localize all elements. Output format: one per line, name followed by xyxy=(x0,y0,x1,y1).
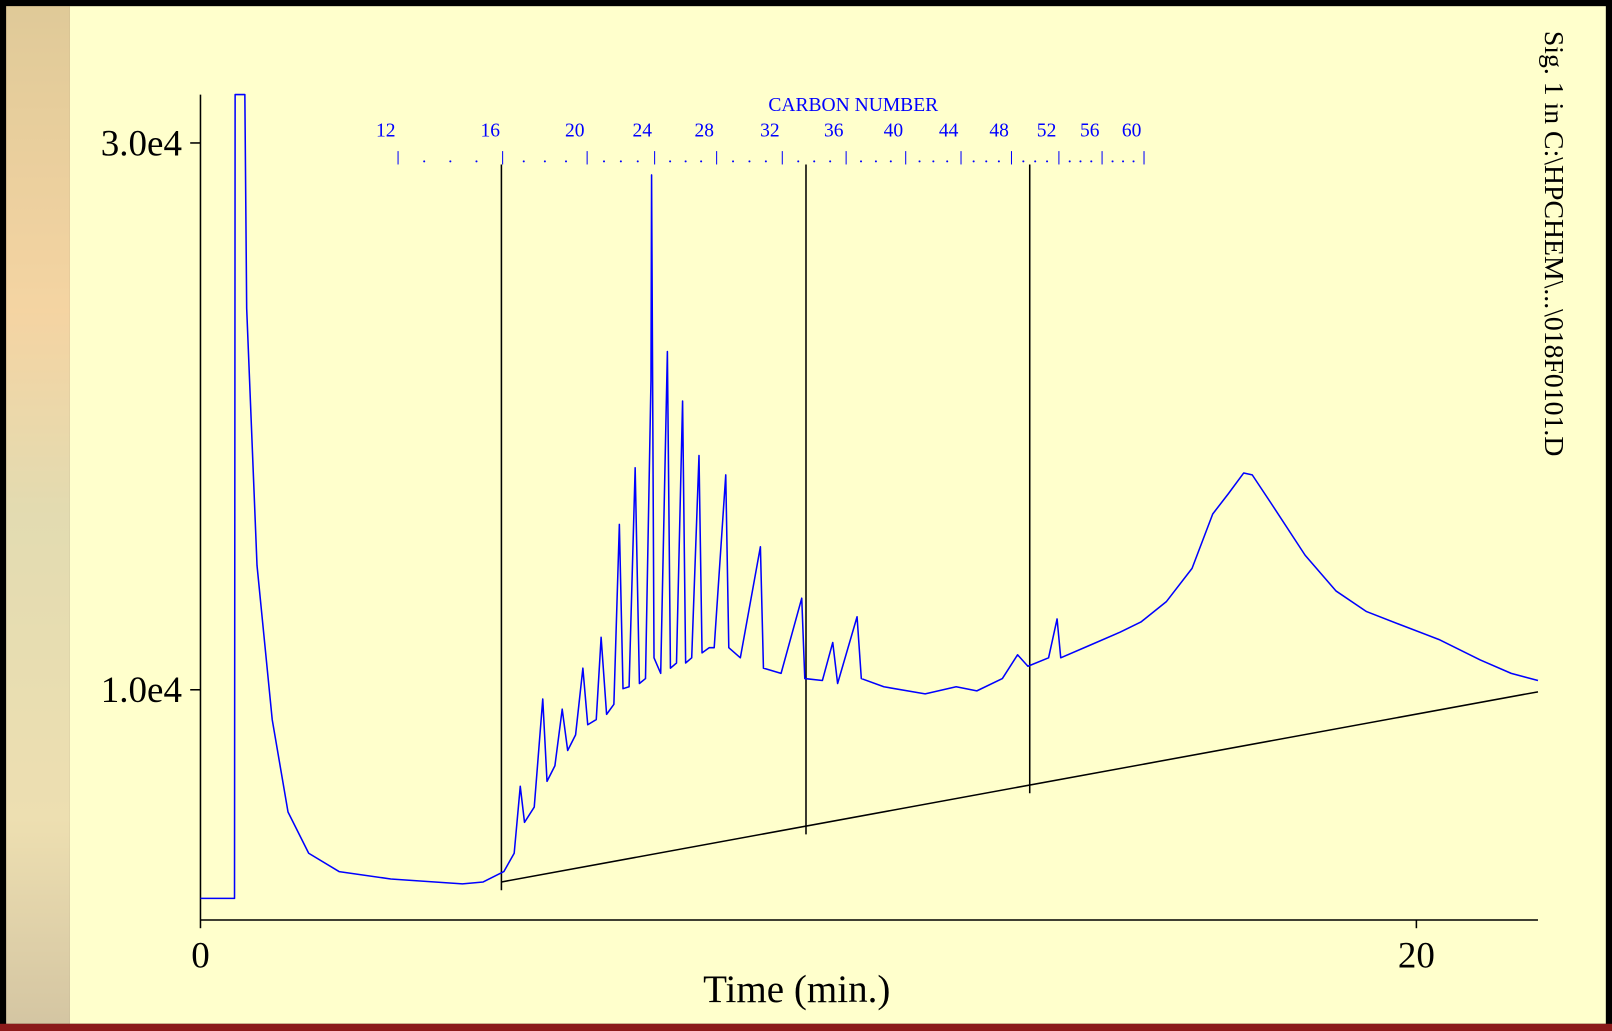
carbon-minor-dot xyxy=(813,160,816,163)
carbon-scale-title: CARBON NUMBER xyxy=(768,95,938,116)
carbon-minor-dot xyxy=(748,160,751,163)
carbon-minor-dot xyxy=(874,160,877,163)
x-axis-title: Time (min.) xyxy=(703,968,890,1011)
carbon-minor-dot xyxy=(669,160,672,163)
bottom-border xyxy=(0,1023,1612,1031)
carbon-minor-dot xyxy=(972,160,975,163)
carbon-minor-dot xyxy=(829,160,832,163)
plot-background xyxy=(69,6,1606,1024)
carbon-tick-label: 56 xyxy=(1080,121,1100,142)
carbon-minor-dot xyxy=(684,160,687,163)
carbon-minor-dot xyxy=(564,160,568,163)
carbon-minor-dot xyxy=(1046,160,1049,163)
carbon-minor-dot xyxy=(1068,160,1071,163)
carbon-tick-label: 52 xyxy=(1037,121,1057,142)
carbon-minor-dot xyxy=(1132,160,1135,163)
carbon-tick-label: 28 xyxy=(695,121,715,142)
carbon-tick-label: 48 xyxy=(989,121,1009,142)
carbon-minor-dot xyxy=(946,160,949,163)
carbon-minor-dot xyxy=(1090,160,1093,163)
carbon-minor-dot xyxy=(636,160,639,163)
y-tick-label: 1.0e4 xyxy=(101,670,182,711)
y-tick-label: 3.0e4 xyxy=(101,123,182,164)
carbon-tick-label: 40 xyxy=(884,121,904,142)
carbon-minor-dot xyxy=(764,160,767,163)
carbon-minor-dot xyxy=(1122,160,1125,163)
carbon-minor-dot xyxy=(449,160,452,163)
carbon-tick-label: 36 xyxy=(824,121,844,142)
carbon-minor-dot xyxy=(522,160,525,163)
carbon-minor-dot xyxy=(1111,160,1114,163)
carbon-tick-label: 16 xyxy=(481,121,501,142)
carbon-minor-dot xyxy=(1079,160,1082,163)
carbon-minor-dot xyxy=(859,160,863,163)
carbon-minor-dot xyxy=(1034,160,1037,163)
x-tick-label: 20 xyxy=(1398,935,1435,976)
carbon-minor-dot xyxy=(619,160,622,163)
carbon-minor-dot xyxy=(543,160,546,163)
carbon-tick-label: 44 xyxy=(939,121,959,142)
carbon-tick-label: 12 xyxy=(376,121,396,142)
carbon-minor-dot xyxy=(732,160,735,163)
signal-line xyxy=(200,93,1539,900)
carbon-tick-label: 60 xyxy=(1122,121,1142,142)
carbon-tick-label: 20 xyxy=(565,121,585,142)
carbon-minor-dot xyxy=(797,160,800,163)
x-tick-label: 0 xyxy=(191,935,210,976)
carbon-minor-dot xyxy=(423,160,426,163)
carbon-minor-dot xyxy=(700,160,703,163)
carbon-minor-dot xyxy=(932,160,935,163)
carbon-minor-dot xyxy=(1022,160,1025,163)
decor-overlay xyxy=(6,6,70,1024)
carbon-minor-dot xyxy=(918,160,921,163)
signal-label: Sig. 1 in C:\HPCHEM\...\018F0101.D xyxy=(1538,31,1569,457)
carbon-minor-dot xyxy=(997,160,1000,163)
carbon-minor-dot xyxy=(602,160,606,163)
carbon-minor-dot xyxy=(475,160,478,163)
carbon-tick-label: 32 xyxy=(760,121,780,142)
carbon-minor-dot xyxy=(985,160,988,163)
carbon-minor-dot xyxy=(889,160,892,163)
carbon-tick-label: 24 xyxy=(633,121,653,142)
baseline xyxy=(501,691,1539,883)
